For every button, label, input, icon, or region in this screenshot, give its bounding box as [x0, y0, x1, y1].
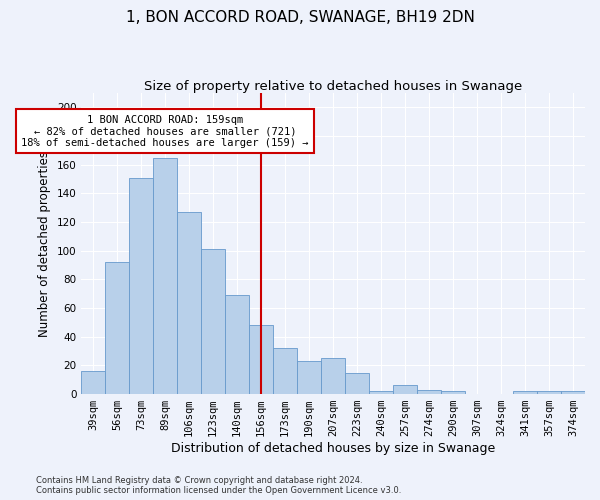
Bar	[561, 391, 585, 394]
Bar	[393, 386, 417, 394]
Bar	[273, 348, 297, 394]
Bar	[441, 391, 465, 394]
Bar	[105, 262, 129, 394]
Bar	[369, 391, 393, 394]
Bar	[153, 158, 177, 394]
Text: 1 BON ACCORD ROAD: 159sqm
← 82% of detached houses are smaller (721)
18% of semi: 1 BON ACCORD ROAD: 159sqm ← 82% of detac…	[22, 114, 309, 148]
Bar	[81, 371, 105, 394]
Bar	[321, 358, 345, 394]
Bar	[201, 250, 225, 394]
Text: 1, BON ACCORD ROAD, SWANAGE, BH19 2DN: 1, BON ACCORD ROAD, SWANAGE, BH19 2DN	[125, 10, 475, 25]
Bar	[297, 361, 321, 394]
Bar	[225, 295, 249, 394]
Bar	[513, 391, 537, 394]
Bar	[345, 372, 369, 394]
Bar	[249, 326, 273, 394]
Title: Size of property relative to detached houses in Swanage: Size of property relative to detached ho…	[144, 80, 522, 93]
Bar	[177, 212, 201, 394]
Bar	[537, 391, 561, 394]
Bar	[417, 390, 441, 394]
Bar	[129, 178, 153, 394]
Text: Contains HM Land Registry data © Crown copyright and database right 2024.
Contai: Contains HM Land Registry data © Crown c…	[36, 476, 401, 495]
X-axis label: Distribution of detached houses by size in Swanage: Distribution of detached houses by size …	[171, 442, 495, 455]
Y-axis label: Number of detached properties: Number of detached properties	[38, 150, 51, 336]
